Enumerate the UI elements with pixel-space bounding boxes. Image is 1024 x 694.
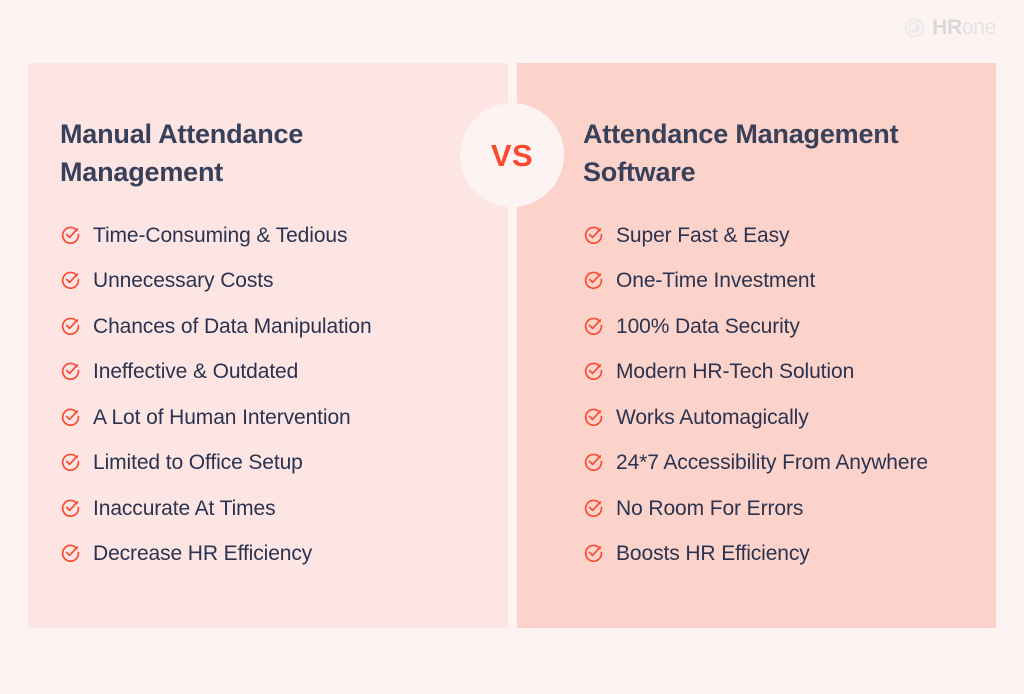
feature-label: Limited to Office Setup	[93, 451, 303, 475]
list-item: Chances of Data Manipulation	[60, 311, 488, 343]
brand-logo: HRone	[904, 17, 996, 38]
check-circle-icon	[61, 408, 80, 426]
comparison-panels: Manual Attendance Management Time-Consum…	[28, 63, 996, 628]
list-item: 24*7 Accessibility From Anywhere	[583, 447, 976, 479]
list-item: Inaccurate At Times	[60, 493, 488, 525]
list-item: Ineffective & Outdated	[60, 356, 488, 388]
list-item: Super Fast & Easy	[583, 220, 976, 252]
feature-label: Super Fast & Easy	[616, 223, 790, 247]
comparison-column-software: Attendance Management Software Super Fas…	[517, 63, 996, 628]
list-item: One-Time Investment	[583, 265, 976, 297]
check-circle-icon	[584, 499, 603, 517]
swirl-circle-icon	[905, 17, 925, 38]
check-circle-icon	[61, 544, 80, 563]
list-item: Works Automagically	[583, 402, 976, 434]
feature-label: Boosts HR Efficiency	[616, 542, 810, 566]
feature-list-manual: Time-Consuming & Tedious Unnecessary Cos…	[60, 220, 488, 570]
versus-badge: VS	[460, 103, 564, 207]
brand-name: HRone	[932, 17, 996, 38]
check-circle-icon	[61, 317, 80, 335]
feature-label: A Lot of Human Intervention	[93, 405, 351, 429]
check-circle-icon	[584, 317, 603, 335]
feature-label: Unnecessary Costs	[93, 269, 274, 293]
check-circle-icon	[584, 271, 603, 290]
check-circle-icon	[584, 453, 603, 472]
check-circle-icon	[61, 271, 80, 290]
feature-label: 24*7 Accessibility From Anywhere	[616, 451, 928, 475]
feature-label: 100% Data Security	[616, 314, 800, 338]
list-item: Limited to Office Setup	[60, 447, 488, 479]
feature-label: Modern HR-Tech Solution	[616, 360, 855, 384]
check-circle-icon	[61, 453, 80, 472]
feature-label: Inaccurate At Times	[93, 496, 276, 520]
list-item: No Room For Errors	[583, 493, 976, 525]
list-item: Decrease HR Efficiency	[60, 538, 488, 570]
feature-label: Time-Consuming & Tedious	[93, 223, 348, 247]
list-item: Time-Consuming & Tedious	[60, 220, 488, 252]
versus-label: VS	[490, 137, 534, 173]
check-circle-icon	[584, 408, 603, 426]
check-circle-icon	[61, 362, 80, 381]
column-title-manual: Manual Attendance Management	[60, 119, 304, 188]
panel-divider-gap	[508, 63, 517, 628]
brand-name-light: one	[961, 16, 996, 39]
list-item: Modern HR-Tech Solution	[583, 356, 976, 388]
feature-label: Works Automagically	[616, 405, 809, 429]
check-circle-icon	[584, 226, 603, 244]
feature-label: One-Time Investment	[616, 269, 816, 293]
list-item: Boosts HR Efficiency	[583, 538, 976, 570]
feature-label: Chances of Data Manipulation	[93, 314, 372, 338]
check-circle-icon	[61, 226, 80, 244]
list-item: 100% Data Security	[583, 311, 976, 343]
comparison-column-manual: Manual Attendance Management Time-Consum…	[28, 63, 508, 628]
list-item: A Lot of Human Intervention	[60, 402, 488, 434]
list-item: Unnecessary Costs	[60, 265, 488, 297]
feature-list-software: Super Fast & Easy One-Time Investment 10…	[583, 220, 976, 570]
feature-label: Ineffective & Outdated	[93, 360, 299, 384]
check-circle-icon	[61, 499, 80, 517]
column-title-software: Attendance Management Software	[583, 119, 899, 188]
brand-name-bold: HR	[932, 16, 962, 39]
check-circle-icon	[584, 362, 603, 381]
check-circle-icon	[584, 544, 603, 563]
feature-label: No Room For Errors	[616, 496, 804, 520]
feature-label: Decrease HR Efficiency	[93, 542, 313, 566]
